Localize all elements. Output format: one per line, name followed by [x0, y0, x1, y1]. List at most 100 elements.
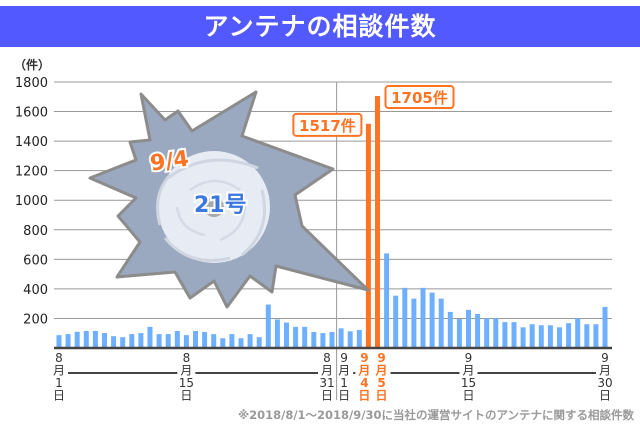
bar-9/6: [384, 253, 390, 348]
bar-8/11: [147, 326, 153, 348]
bar-9/26: [566, 323, 572, 348]
x-tick-label: 日: [375, 389, 387, 403]
y-axis-label: （件）: [14, 57, 50, 72]
x-tick-label: 5: [377, 376, 385, 390]
bar-8/10: [138, 333, 144, 348]
x-tick-label: 4: [360, 376, 368, 390]
bar-9/24: [547, 325, 553, 348]
y-tick-label: 800: [23, 224, 48, 239]
storm-name: 21号: [194, 193, 247, 218]
x-tick-label: 月: [374, 364, 387, 378]
bar-9/4: [365, 123, 371, 349]
x-tick-label: 日: [599, 389, 611, 403]
footnote: ※2018/8/1〜2018/9/30に当社の運営サイトのアンテナに関する相談件…: [237, 408, 634, 422]
x-tick-label: 9: [601, 351, 609, 365]
bar-9/27: [575, 318, 581, 348]
bar-8/31: [329, 332, 335, 348]
bar-9/9: [411, 298, 417, 348]
bar-8/7: [111, 336, 117, 348]
bar-9/7: [393, 295, 399, 348]
x-tick-label: 月: [462, 364, 474, 378]
bar-9/22: [529, 324, 535, 348]
x-tick-label: 30: [597, 376, 612, 390]
x-tick-label: 15: [461, 376, 476, 390]
x-tick-label: 日: [53, 389, 65, 403]
bar-9/18: [493, 318, 499, 348]
data-label-box: [384, 85, 455, 110]
x-tick-label: 9: [465, 351, 473, 365]
bar-9/23: [538, 325, 544, 348]
y-tick-label: 200: [23, 312, 48, 327]
chart-title: アンテナの相談件数: [0, 6, 640, 47]
x-tick-label: 8: [183, 351, 191, 365]
bar-8/4: [83, 331, 89, 348]
bar-8/17: [202, 332, 208, 348]
bar-9/3: [356, 329, 362, 348]
bar-8/19: [220, 338, 226, 348]
bar-8/2: [65, 334, 71, 348]
y-tick-label: 1400: [15, 135, 48, 150]
x-tick-label: 月: [53, 364, 65, 378]
bar-9/14: [456, 319, 462, 348]
x-tick-label: 8: [323, 351, 331, 365]
x-tick-label: 日: [358, 389, 370, 403]
bar-8/28: [302, 326, 308, 348]
bar-9/11: [429, 292, 435, 348]
bar-9/5: [375, 96, 380, 349]
x-tick-label: 1: [340, 376, 348, 390]
typhoon-icon: [156, 151, 270, 263]
x-tick-label: 9: [377, 351, 385, 365]
bar-8/26: [284, 322, 289, 348]
bar-9/15: [466, 309, 471, 348]
bar-8/13: [165, 334, 171, 348]
bar-8/24: [265, 304, 271, 348]
bar-8/21: [238, 338, 244, 348]
bar-8/15: [183, 335, 189, 348]
bar-8/9: [129, 334, 135, 348]
bar-8/20: [229, 334, 235, 348]
bar-8/25: [274, 319, 280, 348]
bar-9/16: [475, 314, 481, 348]
bar-9/29: [593, 324, 599, 348]
y-tick-label: 600: [23, 253, 48, 268]
y-tick-label: 1200: [15, 165, 48, 180]
bar-9/20: [511, 322, 517, 348]
bar-9/8: [402, 287, 408, 348]
bar-9/30: [602, 306, 608, 348]
data-label-box: [292, 112, 363, 137]
bar-9/19: [502, 322, 508, 348]
bar-8/29: [311, 332, 317, 348]
bar-8/14: [174, 331, 180, 348]
bar-8/23: [256, 337, 262, 348]
x-tick-label: 9: [340, 351, 348, 365]
bar-8/5: [92, 331, 98, 348]
x-tick-label: 月: [321, 364, 333, 378]
x-tick-label: 月: [599, 364, 611, 378]
bar-8/30: [320, 333, 326, 348]
y-tick-label: 1000: [15, 194, 48, 209]
bar-9/10: [420, 287, 426, 348]
data-label: 1517件: [299, 117, 356, 135]
y-tick-label: 1800: [15, 76, 48, 91]
x-tick-label: 日: [338, 389, 350, 403]
bar-9/2: [347, 331, 353, 348]
bar-9/21: [520, 327, 526, 348]
x-tick-label: 15: [179, 376, 194, 390]
x-tick-label: 月: [338, 364, 350, 378]
bar-8/1: [56, 335, 62, 348]
bar-9/1: [338, 328, 344, 348]
y-tick-label: 400: [23, 283, 48, 298]
bar-8/22: [247, 334, 253, 348]
bar-9/17: [484, 318, 490, 348]
typhoon-badge: 9/4 21号: [88, 90, 370, 309]
bar-8/27: [293, 326, 299, 348]
x-tick-label: 月: [180, 364, 192, 378]
x-tick-label: 8: [55, 351, 63, 365]
bar-9/25: [557, 327, 562, 348]
bar-8/3: [74, 331, 80, 348]
data-label: 1705件: [391, 89, 448, 107]
x-tick-label: 9: [360, 351, 368, 365]
x-tick-label: 日: [462, 389, 474, 403]
x-tick-label: 1: [55, 376, 63, 390]
bar-9/13: [447, 311, 453, 348]
